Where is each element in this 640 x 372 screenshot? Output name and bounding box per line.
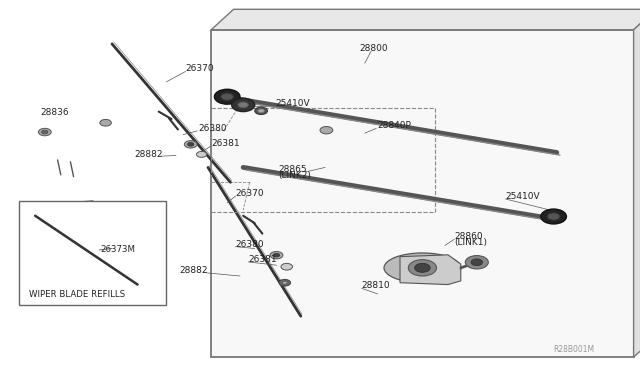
Text: 25410V: 25410V	[506, 192, 540, 201]
Circle shape	[273, 253, 280, 257]
Circle shape	[238, 102, 248, 108]
Text: 28882: 28882	[134, 150, 163, 159]
Text: 28865: 28865	[278, 165, 307, 174]
Polygon shape	[31, 201, 122, 268]
Circle shape	[279, 279, 291, 286]
Circle shape	[270, 251, 283, 259]
Bar	[19, 201, 166, 305]
Text: 26381: 26381	[211, 139, 240, 148]
Circle shape	[465, 256, 488, 269]
Text: 26370: 26370	[186, 64, 214, 73]
Circle shape	[547, 213, 560, 220]
Circle shape	[184, 141, 197, 148]
Circle shape	[100, 119, 111, 126]
Circle shape	[221, 93, 234, 100]
Circle shape	[255, 107, 268, 115]
Polygon shape	[211, 9, 640, 30]
Text: (LINK1): (LINK1)	[454, 238, 488, 247]
Circle shape	[232, 98, 255, 112]
Text: WIPER BLADE REFILLS: WIPER BLADE REFILLS	[29, 291, 125, 299]
Text: 28882: 28882	[179, 266, 208, 275]
Circle shape	[188, 142, 194, 146]
Circle shape	[282, 281, 287, 284]
Text: 26373M: 26373M	[100, 245, 136, 254]
Circle shape	[196, 151, 207, 157]
Text: 26370: 26370	[236, 189, 264, 198]
Text: 26380: 26380	[198, 124, 227, 133]
Text: (LINK2): (LINK2)	[278, 171, 311, 180]
Polygon shape	[634, 9, 640, 357]
Bar	[211, 30, 634, 357]
Text: 28840P: 28840P	[378, 121, 412, 130]
Circle shape	[38, 128, 51, 136]
Text: 26380: 26380	[236, 240, 264, 249]
Text: R28B001M: R28B001M	[554, 345, 595, 354]
Circle shape	[408, 260, 436, 276]
Circle shape	[541, 209, 566, 224]
Circle shape	[320, 126, 333, 134]
Bar	[211, 108, 435, 212]
Polygon shape	[400, 255, 461, 285]
Circle shape	[258, 109, 264, 113]
Text: 26381: 26381	[248, 255, 277, 264]
Text: 28860: 28860	[454, 232, 483, 241]
Text: 28800: 28800	[360, 44, 388, 53]
Polygon shape	[38, 212, 108, 257]
Circle shape	[42, 130, 48, 134]
Text: 28836: 28836	[40, 108, 69, 117]
Circle shape	[415, 263, 430, 272]
Circle shape	[471, 259, 483, 266]
Circle shape	[281, 263, 292, 270]
Circle shape	[214, 89, 240, 104]
Text: 25410V: 25410V	[275, 99, 310, 108]
Ellipse shape	[384, 253, 461, 283]
Text: 28810: 28810	[362, 281, 390, 290]
